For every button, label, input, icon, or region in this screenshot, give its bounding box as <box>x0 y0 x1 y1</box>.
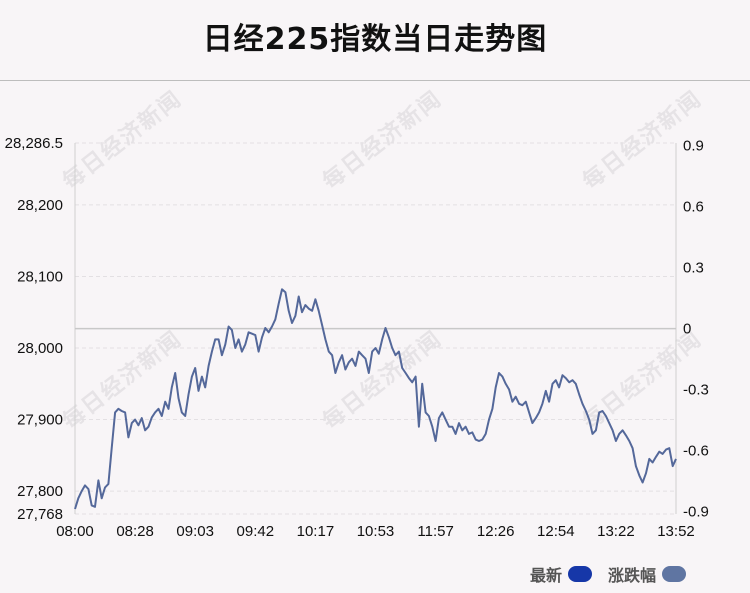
watermark-text: 每日经济新闻 <box>58 326 187 435</box>
legend-item-change[interactable]: 涨跌幅 <box>608 562 686 586</box>
left-tick-label: 28,286.5 <box>5 135 63 152</box>
axes <box>74 143 677 514</box>
x-tick-label: 09:03 <box>176 523 214 540</box>
x-tick-label: 13:52 <box>657 523 695 540</box>
legend-swatch-latest <box>567 566 592 582</box>
left-axis-ticks: 28,286.5 28,200 28,100 28,000 27,900 27,800 27… <box>5 135 63 523</box>
legend: 最新 涨跌幅 <box>522 562 686 586</box>
right-tick-label: -0.9 <box>683 504 709 521</box>
watermark-text: 每日经济新闻 <box>58 86 187 195</box>
right-tick-label: 0.3 <box>683 259 704 276</box>
x-tick-label: 13:22 <box>597 523 635 540</box>
right-tick-label: -0.3 <box>683 382 709 399</box>
right-tick-label: 0.6 <box>683 198 704 215</box>
left-tick-label: 27,900 <box>17 412 63 429</box>
title-divider <box>0 80 750 81</box>
right-tick-label: 0.9 <box>683 137 704 154</box>
left-tick-label: 28,000 <box>17 340 63 357</box>
legend-label-latest: 最新 <box>529 566 562 585</box>
right-tick-label: 0 <box>683 321 691 338</box>
left-tick-label: 27,800 <box>17 483 63 500</box>
left-tick-label: 28,100 <box>17 268 63 285</box>
series-layer <box>74 288 677 510</box>
right-tick-label: -0.6 <box>683 443 709 460</box>
watermark-text: 每日经济新闻 <box>318 86 447 195</box>
x-tick-label: 09:42 <box>237 523 275 540</box>
x-tick-label: 10:53 <box>357 523 395 540</box>
left-tick-label: 27,768 <box>17 506 63 523</box>
x-tick-label: 12:26 <box>477 523 515 540</box>
x-tick-label: 08:28 <box>116 523 154 540</box>
legend-item-latest[interactable]: 最新 <box>530 562 592 586</box>
series-line-index <box>74 288 677 510</box>
x-axis-ticks: 08:00 08:28 09:03 09:42 10:17 10:53 11:57 12:26… <box>56 523 695 540</box>
x-tick-label: 08:00 <box>56 523 94 540</box>
legend-swatch-change <box>662 566 686 582</box>
left-tick-label: 28,200 <box>17 197 63 214</box>
x-tick-label: 11:57 <box>417 523 453 540</box>
right-axis-ticks: 0.9 0.6 0.3 0 -0.3 -0.6 -0.9 <box>683 137 709 520</box>
legend-label-change: 涨跌幅 <box>607 566 656 585</box>
x-tick-label: 12:54 <box>537 523 575 540</box>
chart-title: 日经225指数当日走势图 <box>202 22 548 57</box>
grid-lines <box>75 142 676 515</box>
x-tick-label: 10:17 <box>297 523 335 540</box>
